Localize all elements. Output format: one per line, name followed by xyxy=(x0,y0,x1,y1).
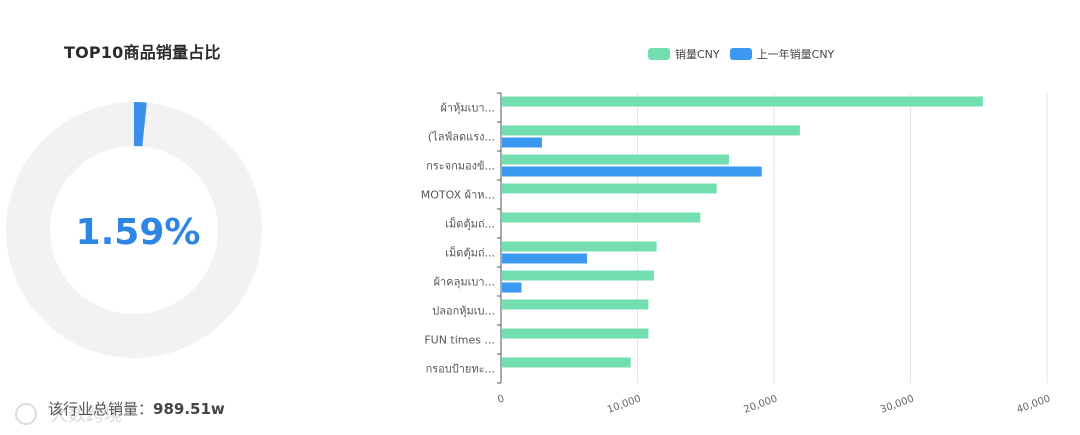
bar-current[interactable] xyxy=(502,299,649,310)
y-category-label: ปลอกหุ้มเบ... xyxy=(432,305,495,318)
donut-arc[interactable] xyxy=(133,102,147,147)
y-category-label: เม็ดตุ้มถ่... xyxy=(445,217,495,231)
panel-title: TOP10商品销量占比 xyxy=(64,43,221,62)
bar-previous[interactable] xyxy=(502,137,542,148)
legend-swatch-previous xyxy=(729,48,752,60)
y-category-label: เม็ดตุ้มถ่... xyxy=(445,246,495,260)
industry-total-value: 989.51w xyxy=(153,400,225,418)
chart-legend: 销量CNY 上一年销量CNY xyxy=(648,46,834,62)
x-tick-label: 10,000 xyxy=(606,393,643,415)
watermark-logo: 大数跨境 xyxy=(10,397,160,431)
x-tick-label: 30,000 xyxy=(879,393,916,415)
y-category-label: (ไลฟ์ลดแรง... xyxy=(428,131,495,144)
bar-current[interactable] xyxy=(502,357,631,368)
bar-previous[interactable] xyxy=(502,166,762,177)
legend-item-current[interactable]: 销量CNY xyxy=(648,46,720,62)
y-category-label: ผ้าคลุมเบา... xyxy=(434,276,495,289)
x-tick-label: 0 xyxy=(496,393,506,406)
legend-label-current: 销量CNY xyxy=(675,48,720,61)
x-tick-label: 40,000 xyxy=(1015,393,1052,415)
legend-item-previous[interactable]: 上一年销量CNY xyxy=(729,46,835,62)
bar-current[interactable] xyxy=(502,125,800,136)
legend-label-previous: 上一年销量CNY xyxy=(756,48,835,61)
bar-previous[interactable] xyxy=(502,253,587,264)
y-category-label: FUN times ... xyxy=(424,334,495,347)
y-category-label: MOTOX ผ้าห... xyxy=(421,189,495,202)
bar-current[interactable] xyxy=(502,96,983,107)
bar-current[interactable] xyxy=(502,154,729,165)
x-tick-label: 20,000 xyxy=(742,393,779,415)
bar-previous[interactable] xyxy=(502,282,522,293)
legend-swatch-current xyxy=(648,48,670,60)
bar-current[interactable] xyxy=(502,241,657,252)
donut-center-label: 1.59% xyxy=(76,212,201,253)
donut-chart: 1.59% xyxy=(6,102,262,358)
industry-total-label: 该行业总销量： xyxy=(48,400,154,418)
y-category-label: กรอบป้ายทะ... xyxy=(426,363,495,376)
bar-current[interactable] xyxy=(502,270,654,281)
y-category-label: ผ้าหุ้มเบา... xyxy=(440,102,495,115)
svg-text:大数跨境: 大数跨境 xyxy=(50,405,122,426)
bar-current[interactable] xyxy=(502,328,649,339)
bar-current[interactable] xyxy=(502,183,717,194)
industry-total-sales: 该行业总销量：989.51w xyxy=(48,398,225,419)
y-category-label: กระจกมองข้... xyxy=(426,160,495,173)
bar-current[interactable] xyxy=(502,212,701,223)
